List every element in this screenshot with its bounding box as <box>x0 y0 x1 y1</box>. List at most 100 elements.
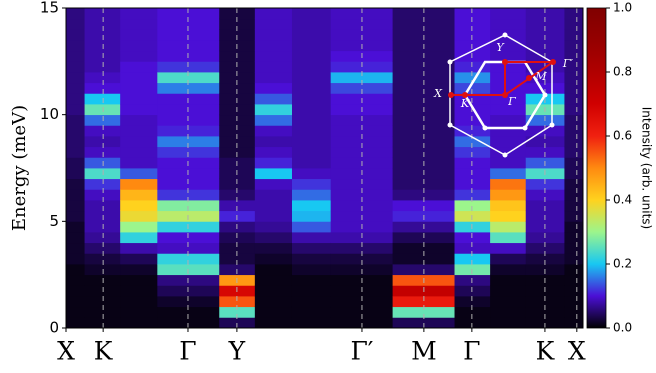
cell <box>254 125 293 137</box>
cell <box>84 50 121 62</box>
inset-label: M <box>534 70 547 83</box>
cell <box>120 72 158 84</box>
cell <box>157 210 220 222</box>
point <box>542 92 548 98</box>
cell <box>564 104 584 116</box>
cell <box>392 200 455 212</box>
cell <box>490 50 527 62</box>
cell <box>291 136 332 148</box>
cell <box>84 61 121 73</box>
cell <box>392 296 455 308</box>
cell <box>454 40 491 52</box>
cell <box>564 125 584 137</box>
cell <box>157 114 220 126</box>
cell <box>291 285 332 297</box>
cell <box>157 8 220 20</box>
cell <box>392 18 455 30</box>
cell <box>254 18 293 30</box>
cell <box>219 125 256 137</box>
cell <box>454 136 491 148</box>
cell <box>490 104 527 116</box>
cell <box>254 104 293 116</box>
cell <box>454 296 491 308</box>
cell <box>490 296 527 308</box>
cell <box>84 136 121 148</box>
cell <box>330 125 394 137</box>
x-tick-label: Γ <box>463 337 480 366</box>
cell <box>157 232 220 244</box>
cell <box>490 125 527 137</box>
cell <box>392 125 455 137</box>
cell <box>254 210 293 222</box>
cell <box>66 136 85 148</box>
cell <box>564 253 584 265</box>
cell <box>66 82 85 94</box>
cell <box>490 136 527 148</box>
cell <box>254 50 293 62</box>
cell <box>454 274 491 286</box>
cell <box>291 29 332 41</box>
cell <box>120 136 158 148</box>
cell <box>120 200 158 212</box>
cell <box>490 40 527 52</box>
cell <box>157 178 220 190</box>
cell <box>454 29 491 41</box>
cell <box>120 306 158 318</box>
cell <box>330 253 394 265</box>
cell <box>219 306 256 318</box>
cell <box>392 242 455 254</box>
colorbar-label: Intensity (arb. units) <box>640 107 654 229</box>
cell <box>120 274 158 286</box>
inset-label: X <box>433 87 443 100</box>
cell <box>254 146 293 158</box>
cell <box>291 104 332 116</box>
inset-label: K <box>460 97 470 110</box>
cell <box>454 146 491 158</box>
cell <box>392 178 455 190</box>
cell <box>291 232 332 244</box>
colorbar-tick-label: 1.0 <box>613 1 632 15</box>
cell <box>454 114 491 126</box>
cell <box>66 242 85 254</box>
cell <box>291 210 332 222</box>
cell <box>66 210 85 222</box>
cell <box>330 72 394 84</box>
cell <box>291 18 332 30</box>
cell <box>120 264 158 276</box>
cell <box>157 82 220 94</box>
cell <box>454 125 491 137</box>
cell <box>291 93 332 105</box>
cell <box>84 221 121 233</box>
point <box>549 122 555 128</box>
colorbar-tick-label: 0.8 <box>613 65 632 79</box>
cell <box>564 50 584 62</box>
cell <box>564 29 584 41</box>
cell <box>564 210 584 222</box>
cell <box>254 93 293 105</box>
cell <box>291 296 332 308</box>
cell <box>66 146 85 158</box>
cell <box>330 136 394 148</box>
cell <box>564 221 584 233</box>
cell <box>525 8 565 20</box>
brillouin-zone-inset: X K Γ Y M Γ′ <box>433 32 574 158</box>
cell <box>291 61 332 73</box>
cell <box>525 306 565 318</box>
cell <box>84 274 121 286</box>
cell <box>392 189 455 201</box>
cell <box>120 40 158 52</box>
cell <box>454 157 491 169</box>
cell <box>84 306 121 318</box>
cell <box>490 93 527 105</box>
cell <box>291 178 332 190</box>
colorbar <box>586 7 607 329</box>
point <box>448 92 454 98</box>
point <box>522 125 528 131</box>
cell <box>564 72 584 84</box>
cell <box>157 40 220 52</box>
cell <box>120 104 158 116</box>
cell <box>254 285 293 297</box>
cell <box>157 125 220 137</box>
cell <box>454 253 491 265</box>
